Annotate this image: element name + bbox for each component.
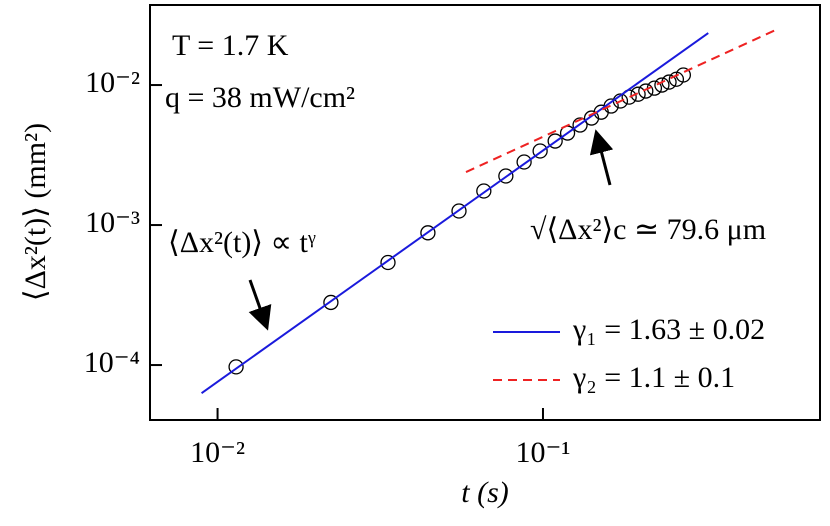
data-point — [476, 183, 492, 199]
data-point — [547, 133, 563, 149]
data-point — [654, 77, 670, 93]
data-point — [380, 254, 396, 271]
arrow — [589, 129, 614, 186]
x-tick-label: 10⁻² — [190, 436, 245, 469]
fit-line — [200, 32, 709, 394]
data-point — [532, 143, 548, 159]
annotation: T = 1.7 K — [172, 29, 289, 62]
data-point — [228, 359, 244, 375]
y-tick-label: 10⁻³ — [85, 206, 140, 239]
data-point — [516, 154, 532, 170]
annotation: ⟨Δx²(t)⟩ ∝ tᵞ — [168, 226, 316, 259]
legend-label: γ₂ = 1.1 ± 0.1 — [572, 361, 735, 394]
data-point — [630, 86, 646, 102]
annotation: √⟨Δx²⟩c ≃ 79.6 μm — [530, 213, 766, 246]
data-point — [323, 294, 339, 311]
annotation: q = 38 mW/cm² — [165, 81, 355, 114]
fit-line — [465, 29, 776, 173]
y-tick-label: 10⁻⁴ — [84, 346, 140, 379]
y-axis-label: ⟨Δx²(t)⟩ (mm²) — [19, 123, 52, 301]
legend-label: γ₁ = 1.63 ± 0.02 — [572, 313, 765, 346]
data-point — [498, 168, 514, 184]
arrow — [248, 279, 272, 331]
plot-frame — [149, 4, 821, 421]
x-axis-label: t (s) — [461, 476, 509, 509]
y-tick-label: 10⁻² — [85, 66, 140, 99]
data-point — [420, 225, 436, 241]
data-point — [572, 117, 588, 133]
data-point — [638, 83, 654, 99]
data-point — [451, 203, 467, 219]
x-tick-label: 10⁻¹ — [516, 436, 571, 469]
